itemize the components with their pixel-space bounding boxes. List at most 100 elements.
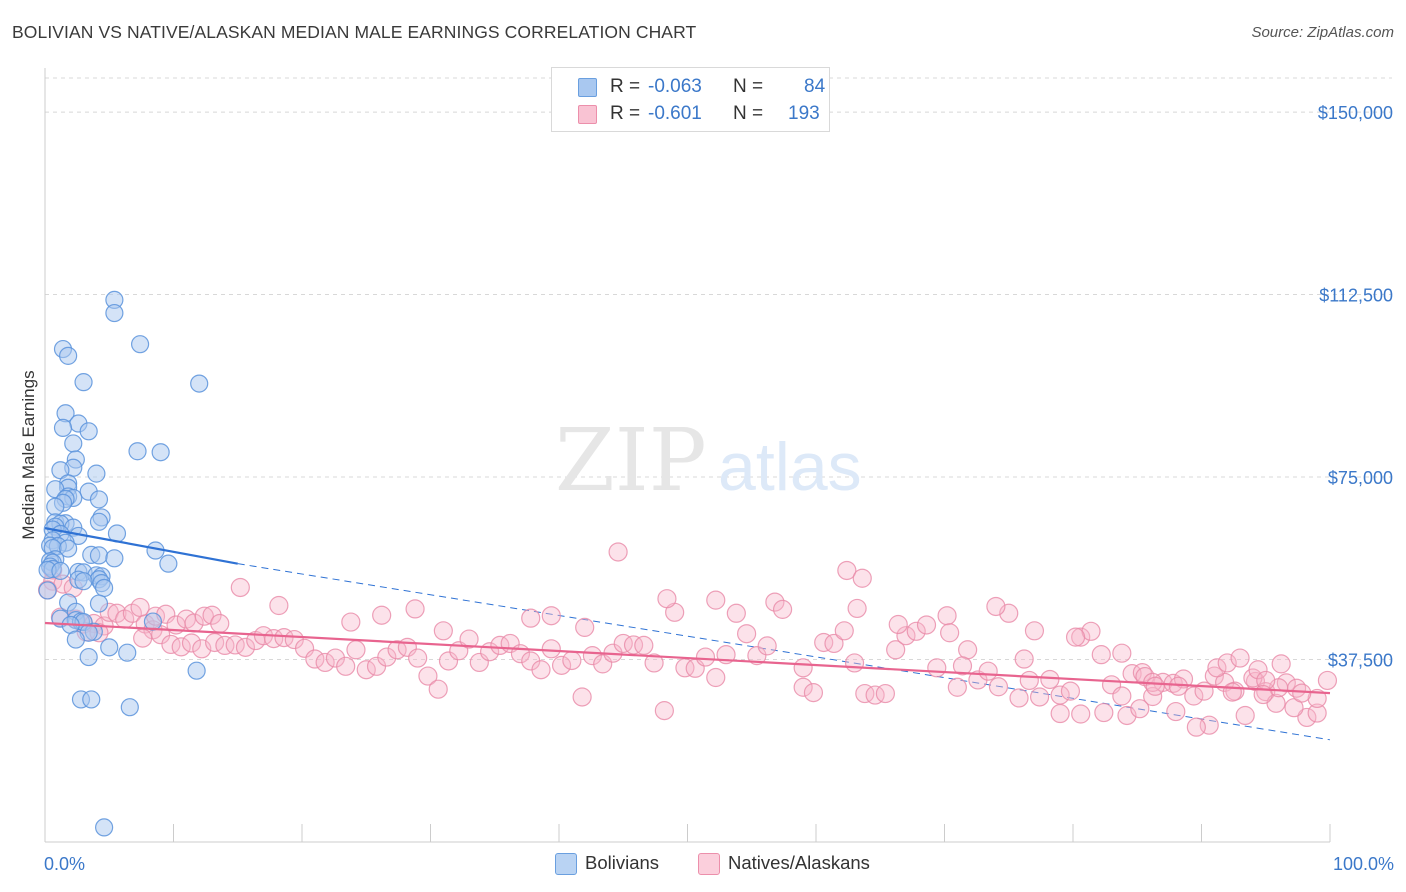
y-tick-label: $75,000 <box>1328 468 1393 488</box>
data-point-natives <box>1024 621 1045 641</box>
data-point-bolivians <box>89 512 109 531</box>
data-point-natives <box>1009 688 1029 708</box>
data-point-bolivians <box>151 443 170 462</box>
data-point-bolivians <box>51 561 70 581</box>
data-point-bolivians <box>190 374 209 393</box>
data-point-natives <box>834 621 854 641</box>
series-natives-points <box>37 542 1338 737</box>
x-tick-labels: 0.0% 100.0% <box>44 854 1394 874</box>
trend-line-bolivians <box>44 527 238 565</box>
data-point-natives <box>315 652 335 673</box>
data-point-natives <box>824 633 844 654</box>
data-point-natives <box>418 666 438 686</box>
watermark-zip: ZIP <box>555 411 707 511</box>
data-point-natives <box>215 635 235 656</box>
data-point-natives <box>541 606 561 626</box>
legend-n-value: 193 <box>788 103 820 124</box>
data-point-natives <box>1135 666 1155 687</box>
data-point-bolivians <box>89 546 109 565</box>
data-point-natives <box>772 599 793 619</box>
data-point-natives <box>305 649 325 669</box>
data-point-natives <box>1207 658 1227 678</box>
data-point-natives <box>906 621 926 641</box>
y-axis-label: Median Male Earnings <box>19 370 38 539</box>
legend-swatch-natives <box>578 105 597 124</box>
data-point-bolivians <box>46 497 65 516</box>
data-point-bolivians <box>105 303 124 323</box>
data-point-natives <box>844 653 865 673</box>
data-point-natives <box>747 646 767 666</box>
data-point-natives <box>428 679 448 699</box>
data-point-natives <box>940 623 960 643</box>
data-point-natives <box>865 685 885 705</box>
data-point-natives <box>1184 686 1204 706</box>
data-point-natives <box>1166 701 1186 722</box>
data-point-natives <box>952 656 973 676</box>
watermark: ZIP atlas <box>555 411 862 511</box>
legend-swatch-bolivians <box>578 78 597 97</box>
legend-label-natives: Natives/Alaskans <box>728 852 870 873</box>
data-point-natives <box>582 646 603 666</box>
data-point-natives <box>1307 703 1327 723</box>
data-point-natives <box>695 647 716 667</box>
data-point-natives <box>572 687 592 707</box>
data-point-natives <box>181 633 202 653</box>
data-point-natives <box>896 626 916 646</box>
data-point-natives <box>623 635 644 655</box>
legend-r-value: -0.063 <box>648 76 702 97</box>
data-point-bolivians <box>118 643 137 662</box>
y-tick-labels: $37,500 $75,000 $112,500 $150,000 <box>1318 103 1393 670</box>
data-point-bolivians <box>82 690 101 709</box>
data-point-bolivians <box>105 549 124 568</box>
data-point-natives <box>1060 681 1081 701</box>
data-point-natives <box>202 605 222 625</box>
data-point-natives <box>644 653 664 673</box>
data-point-natives <box>562 650 582 671</box>
data-point-natives <box>1019 670 1039 691</box>
data-point-natives <box>634 635 654 656</box>
data-point-natives <box>1130 699 1150 719</box>
data-point-natives <box>408 648 428 668</box>
data-point-natives <box>888 614 908 635</box>
legend-r-label: R = <box>610 76 641 97</box>
data-point-bolivians <box>89 490 109 509</box>
trend-lines <box>237 563 1331 741</box>
legend-swatch-natives <box>698 853 720 875</box>
legend-n-value: 84 <box>804 76 826 97</box>
data-point-natives <box>521 608 541 628</box>
data-point-natives <box>377 647 397 667</box>
data-point-bolivians <box>59 346 78 365</box>
data-point-natives <box>1317 670 1338 691</box>
data-point-natives <box>855 683 875 704</box>
data-point-natives <box>1235 705 1255 726</box>
data-point-natives <box>346 640 366 660</box>
data-point-natives <box>575 617 595 637</box>
data-point-bolivians <box>59 539 78 558</box>
data-point-natives <box>264 628 284 649</box>
data-point-natives <box>1091 645 1111 665</box>
data-point-natives <box>1071 627 1091 647</box>
data-point-natives <box>1292 683 1312 703</box>
data-point-bolivians <box>74 373 93 392</box>
data-point-natives <box>1112 686 1132 706</box>
data-point-natives <box>613 633 633 654</box>
data-point-natives <box>657 589 677 609</box>
data-point-natives <box>986 596 1006 617</box>
data-point-bolivians <box>79 647 98 667</box>
y-tick-label: $37,500 <box>1328 651 1393 671</box>
correlation-legend: R = -0.063 N = 84 R = -0.601 N = 193 <box>551 67 830 132</box>
y-tick-label: $112,500 <box>1319 286 1393 306</box>
data-point-natives <box>356 660 376 680</box>
data-point-natives <box>1065 627 1086 647</box>
data-point-bolivians <box>38 581 57 600</box>
data-point-natives <box>1050 703 1070 724</box>
data-point-natives <box>1307 688 1327 709</box>
data-point-natives <box>803 683 824 703</box>
data-point-natives <box>1014 649 1034 669</box>
data-point-natives <box>886 640 906 660</box>
data-point-bolivians <box>89 594 109 613</box>
data-point-natives <box>937 606 957 626</box>
data-point-natives <box>927 658 947 678</box>
data-point-natives <box>916 615 937 635</box>
